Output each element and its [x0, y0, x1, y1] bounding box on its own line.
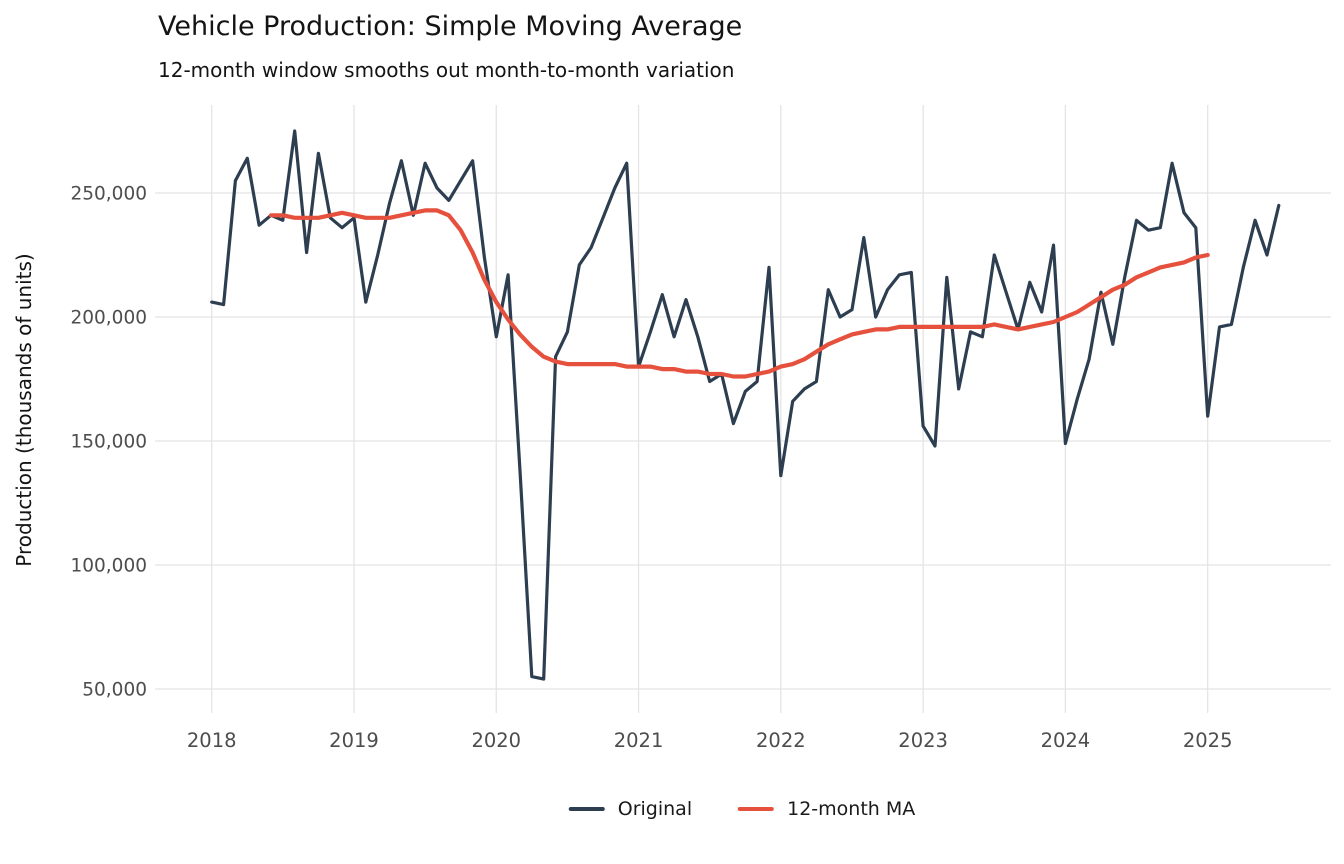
x-tick-label: 2018 — [187, 729, 237, 752]
legend-label-original: Original — [617, 798, 693, 820]
y-tick-label: 200,000 — [70, 308, 147, 329]
ma-series-line — [268, 208, 1210, 379]
x-tick-label: 2025 — [1183, 729, 1233, 752]
legend-item-ma: 12-month MA — [738, 798, 915, 820]
x-tick-label: 2022 — [756, 729, 806, 752]
page-subtitle: 12-month window smooths out month-to-mon… — [158, 58, 735, 82]
original-line-swatch — [568, 806, 605, 812]
x-tick-label: 2020 — [471, 729, 521, 752]
x-tick-label: 2023 — [898, 729, 948, 752]
y-tick-label: 250,000 — [70, 184, 147, 205]
chart-legend: Original 12-month MA — [568, 798, 915, 820]
original-series-line — [210, 129, 1281, 681]
x-tick-label: 2021 — [614, 729, 664, 752]
ma-line-swatch — [738, 806, 775, 812]
legend-item-original: Original — [568, 798, 693, 820]
y-tick-label: 150,000 — [70, 432, 147, 453]
x-tick-label: 2024 — [1041, 729, 1091, 752]
x-tick-label: 2019 — [329, 729, 379, 752]
y-tick-label: 50,000 — [82, 680, 147, 701]
page-title: Vehicle Production: Simple Moving Averag… — [158, 11, 743, 42]
legend-label-ma: 12-month MA — [787, 798, 916, 820]
y-tick-label: 100,000 — [70, 556, 147, 577]
